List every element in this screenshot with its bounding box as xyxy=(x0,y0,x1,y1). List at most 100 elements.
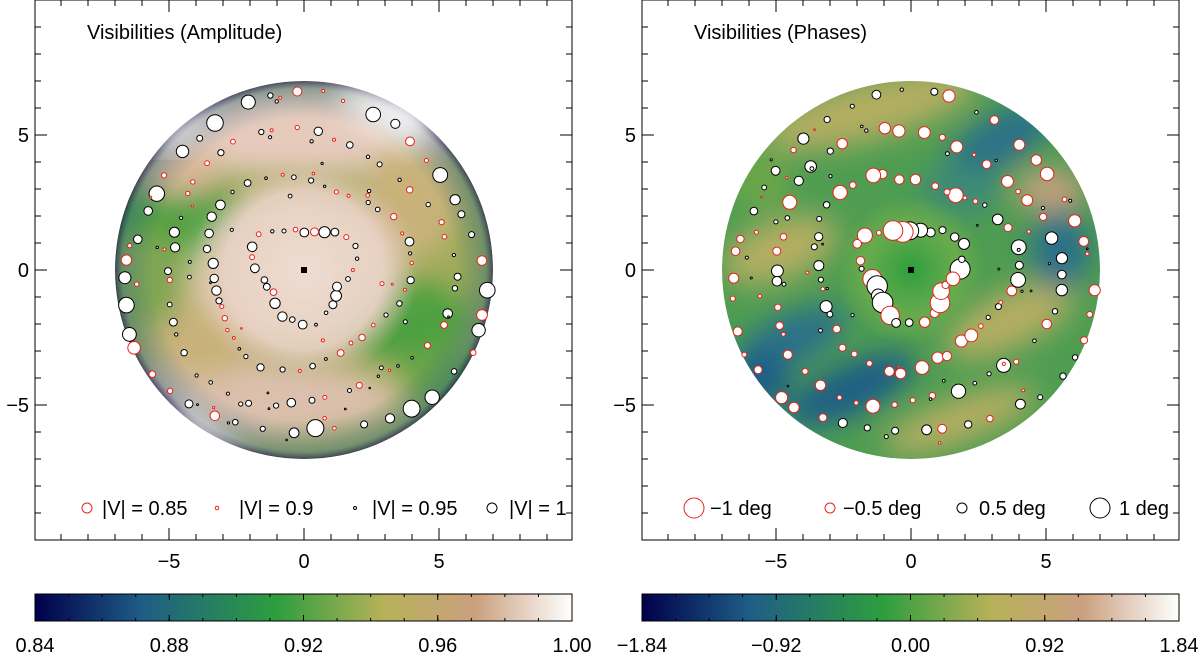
amplitude-points xyxy=(118,86,496,442)
visibility-point xyxy=(175,144,190,159)
visibility-point xyxy=(299,227,310,238)
visibility-point xyxy=(259,425,266,432)
visibility-point xyxy=(950,140,964,154)
visibility-point xyxy=(400,231,405,236)
visibility-point xyxy=(346,193,351,198)
visibility-point xyxy=(938,226,947,235)
visibility-point-small xyxy=(320,338,325,343)
visibility-point xyxy=(237,347,242,351)
visibility-point xyxy=(814,232,824,242)
phase-legend: −1 deg −0.5 deg 0.5 deg 1 deg xyxy=(683,497,1169,520)
visibility-point xyxy=(225,327,230,333)
visibility-point-small xyxy=(1029,289,1033,293)
visibility-point xyxy=(989,115,1000,125)
visibility-point-small xyxy=(187,274,192,280)
visibility-point-small xyxy=(941,378,946,383)
visibility-point xyxy=(306,419,325,438)
visibility-point xyxy=(937,423,948,434)
visibility-point xyxy=(986,414,994,423)
visibility-point xyxy=(321,89,326,93)
visibility-point-small xyxy=(781,281,787,287)
visibility-point xyxy=(919,316,931,328)
colorbar-tick-label: 1.84 xyxy=(1160,635,1199,657)
amplitude-panel: Visibilities (Amplitude) −5 0 5 −5 0 5 |V| =… xyxy=(6,0,573,573)
center-marker xyxy=(908,267,914,273)
visibility-point-small xyxy=(1020,289,1024,293)
visibility-point xyxy=(217,149,225,157)
visibility-point xyxy=(816,215,823,222)
visibility-point-small xyxy=(1016,247,1021,252)
visibility-point xyxy=(168,226,180,238)
x-tick-label: 0 xyxy=(905,551,916,573)
visibility-point xyxy=(891,318,901,328)
visibility-point-small xyxy=(408,251,413,256)
visibility-point-small xyxy=(937,441,942,445)
visibility-point xyxy=(836,138,848,150)
visibility-point xyxy=(264,176,268,180)
visibility-point xyxy=(950,232,960,242)
visibility-point xyxy=(1015,398,1026,410)
visibility-point xyxy=(260,276,269,284)
visibility-point-small xyxy=(274,99,279,104)
visibility-point xyxy=(348,340,354,346)
visibility-point xyxy=(761,184,768,191)
visibility-point xyxy=(814,379,827,391)
visibility-point-small xyxy=(155,245,159,250)
visibility-point xyxy=(865,167,882,184)
visibility-point xyxy=(991,213,1004,226)
visibility-point xyxy=(202,244,212,254)
visibility-point-small xyxy=(850,313,855,318)
visibility-point-small xyxy=(1040,205,1046,211)
visibility-point xyxy=(779,233,788,241)
visibility-point xyxy=(402,287,407,292)
visibility-point-small xyxy=(897,365,900,369)
visibility-point xyxy=(818,413,828,423)
visibility-point xyxy=(451,252,456,258)
visibility-point-small xyxy=(402,319,408,325)
visibility-point xyxy=(878,122,891,135)
visibility-point xyxy=(1039,166,1055,182)
visibility-point xyxy=(397,177,402,183)
visibility-point xyxy=(1013,358,1020,365)
visibility-point xyxy=(838,343,847,352)
visibility-point xyxy=(190,179,196,185)
visibility-point xyxy=(904,318,914,327)
visibility-point xyxy=(206,211,217,222)
visibility-point xyxy=(741,351,748,358)
visibility-point xyxy=(180,349,188,357)
visibility-point-small xyxy=(773,219,779,225)
visibility-point xyxy=(771,275,783,287)
visibility-point xyxy=(958,237,970,250)
visibility-point-small xyxy=(187,259,192,264)
visibility-point xyxy=(1068,214,1082,228)
visibility-point-small xyxy=(1026,229,1032,234)
phase-x-tick-labels: −5 0 5 xyxy=(765,551,1052,573)
visibility-point xyxy=(390,212,398,221)
visibility-point xyxy=(269,288,278,297)
visibility-point xyxy=(914,360,930,375)
visibility-point xyxy=(215,297,223,305)
visibility-point xyxy=(209,410,221,422)
visibility-point-small xyxy=(813,128,816,132)
visibility-point xyxy=(1086,311,1094,318)
visibility-point xyxy=(801,367,809,375)
visibility-point xyxy=(1039,212,1048,221)
visibility-point xyxy=(215,199,226,211)
visibility-point xyxy=(1006,285,1018,297)
visibility-point-small xyxy=(266,391,270,395)
visibility-point xyxy=(365,106,382,123)
visibility-point xyxy=(118,271,132,285)
visibility-point-small xyxy=(1086,247,1089,250)
visibility-point xyxy=(384,413,396,424)
visibility-point xyxy=(781,331,786,337)
visibility-point xyxy=(343,234,350,241)
visibility-point-small xyxy=(162,247,167,252)
visibility-point xyxy=(891,426,900,435)
visibility-point xyxy=(730,246,741,256)
visibility-point-small xyxy=(945,151,950,157)
visibility-point-small xyxy=(190,204,194,208)
visibility-point xyxy=(1057,269,1067,280)
visibility-point xyxy=(1003,223,1013,233)
visibility-point xyxy=(931,351,944,364)
visibility-point xyxy=(267,92,274,99)
